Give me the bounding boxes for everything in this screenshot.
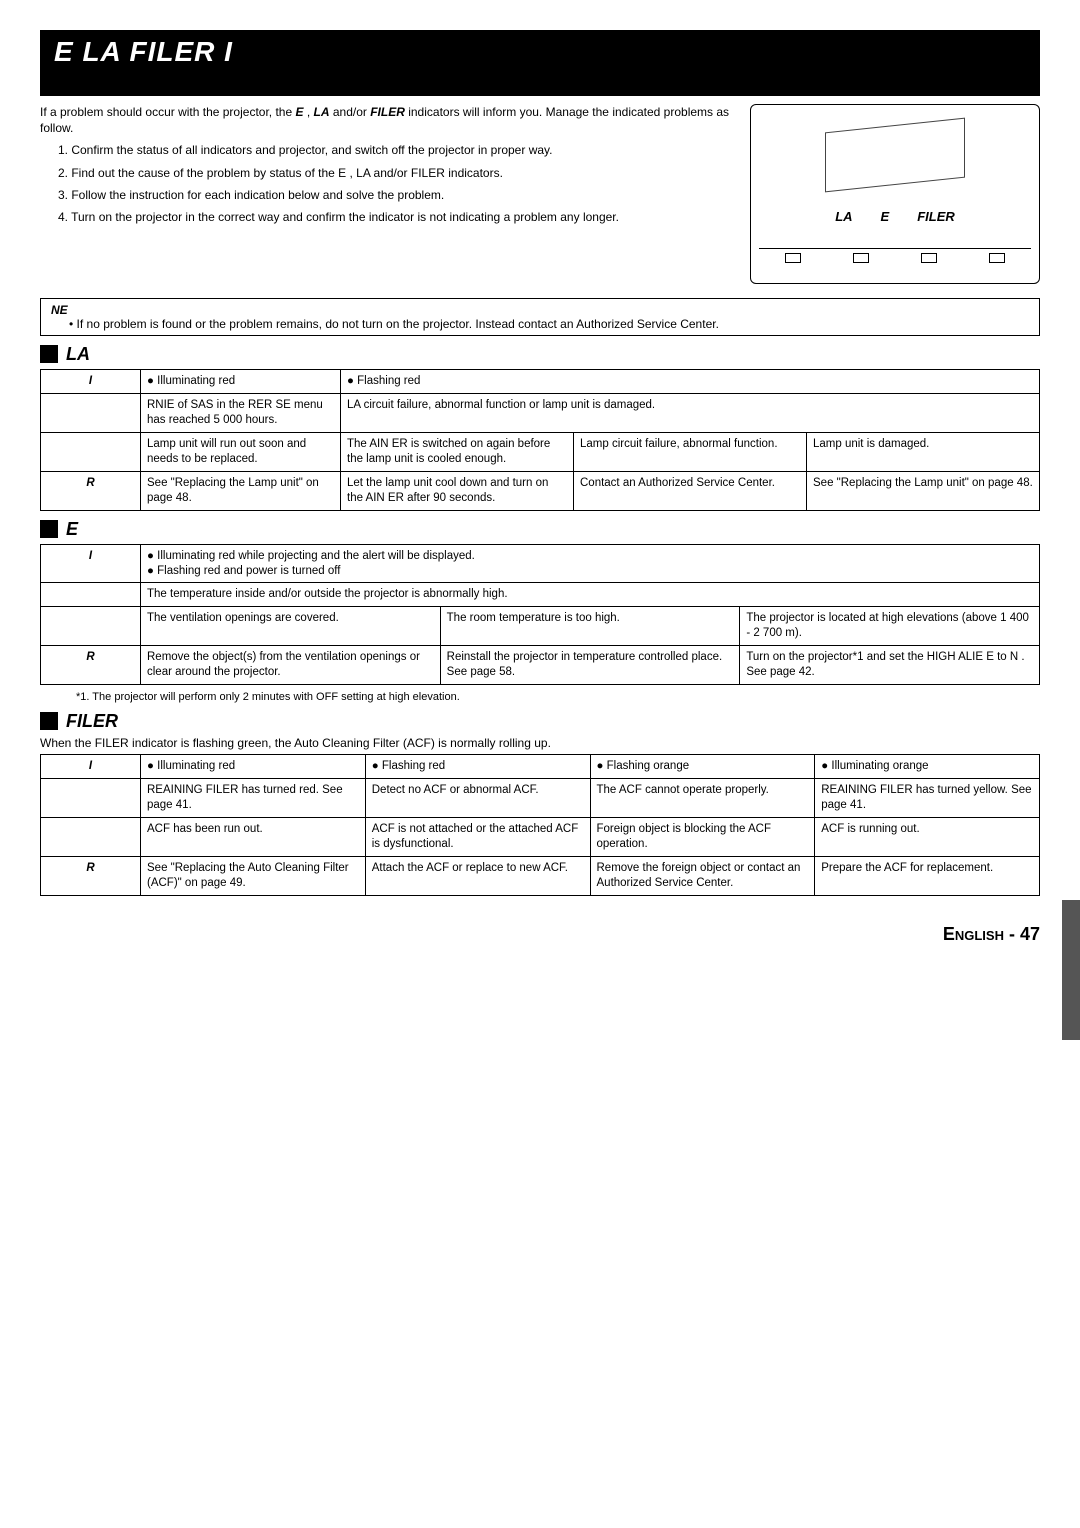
- cell: ● Illuminating red: [141, 370, 341, 394]
- row-label-remedy: R: [41, 471, 141, 510]
- projector-sketch: [825, 118, 965, 193]
- sep: and/or: [333, 105, 370, 119]
- cell: Attach the ACF or replace to new ACF.: [365, 856, 590, 895]
- table-row: R See "Replacing the Auto Cleaning Filte…: [41, 856, 1040, 895]
- cell: LA circuit failure, abnormal function or…: [341, 393, 1040, 432]
- cell: The ACF cannot operate properly.: [590, 779, 815, 818]
- page-footer: English - 47: [40, 924, 1040, 945]
- cell: ● Flashing orange: [590, 755, 815, 779]
- temp-table: I ● Illuminating red while projecting an…: [40, 544, 1040, 686]
- table-row: R See "Replacing the Lamp unit" on page …: [41, 471, 1040, 510]
- cell: Lamp unit is damaged.: [807, 432, 1040, 471]
- cell: Foreign object is blocking the ACF opera…: [590, 817, 815, 856]
- intro-p1a: If a problem should occur with the proje…: [40, 105, 295, 119]
- table-row: The ventilation openings are covered. Th…: [41, 607, 1040, 646]
- cell: See "Replacing the Lamp unit" on page 48…: [807, 471, 1040, 510]
- indicator-icon: [989, 253, 1005, 263]
- diagram-label-filer: FILER: [917, 209, 955, 224]
- cell: See "Replacing the Auto Cleaning Filter …: [141, 856, 366, 895]
- note-body: • If no problem is found or the problem …: [69, 317, 1029, 331]
- filter-table: I ● Illuminating red ● Flashing red ● Fl…: [40, 754, 1040, 896]
- section-heading-filter: FILER: [40, 711, 1040, 732]
- table-row: I ● Illuminating red ● Flashing red: [41, 370, 1040, 394]
- diagram-labels: LA E FILER: [835, 209, 955, 224]
- intro-step-1: 1. Confirm the status of all indicators …: [58, 142, 730, 158]
- intro-text: If a problem should occur with the proje…: [40, 104, 730, 284]
- cell: REAINING FILER has turned red. See page …: [141, 779, 366, 818]
- intro-paragraph: If a problem should occur with the proje…: [40, 104, 730, 136]
- side-tab: [1062, 900, 1080, 1040]
- intro-var-e: E: [295, 105, 303, 119]
- cell: RNIE of SAS in the RER SE menu has reach…: [141, 393, 341, 432]
- cell: Lamp unit will run out soon and needs to…: [141, 432, 341, 471]
- intro-row: If a problem should occur with the proje…: [40, 104, 1040, 284]
- table-row: ACF has been run out. ACF is not attache…: [41, 817, 1040, 856]
- intro-var-la: LA: [314, 105, 330, 119]
- indicator-diagram: LA E FILER: [750, 104, 1040, 284]
- cell: ● Flashing red: [341, 370, 1040, 394]
- cell: Remove the foreign object or contact an …: [590, 856, 815, 895]
- cell: The room temperature is too high.: [440, 607, 740, 646]
- cell: Let the lamp unit cool down and turn on …: [341, 471, 574, 510]
- section-heading-lamp: LA: [40, 344, 1040, 365]
- row-label-indicator: I: [41, 544, 141, 583]
- table-row: I ● Illuminating red ● Flashing red ● Fl…: [41, 755, 1040, 779]
- cell: Lamp circuit failure, abnormal function.: [574, 432, 807, 471]
- table-row: The temperature inside and/or outside th…: [41, 583, 1040, 607]
- cell: Contact an Authorized Service Center.: [574, 471, 807, 510]
- filter-subtitle: When the FILER indicator is flashing gre…: [40, 736, 1040, 750]
- row-label-indicator: I: [41, 755, 141, 779]
- page-title: E LA FILER I: [54, 36, 233, 67]
- page-title-bar: E LA FILER I: [40, 30, 1040, 96]
- note-title: NE: [51, 303, 1029, 317]
- table-row: I ● Illuminating red while projecting an…: [41, 544, 1040, 583]
- cell: ● Illuminating orange: [815, 755, 1040, 779]
- lamp-table: I ● Illuminating red ● Flashing red RNIE…: [40, 369, 1040, 511]
- diagram-label-la: LA: [835, 209, 852, 224]
- table-row: REAINING FILER has turned red. See page …: [41, 779, 1040, 818]
- diagram-indicator-row: [759, 248, 1031, 263]
- cell: See "Replacing the Lamp unit" on page 48…: [141, 471, 341, 510]
- cell: ● Flashing red: [365, 755, 590, 779]
- cell: ACF is not attached or the attached ACF …: [365, 817, 590, 856]
- intro-step-3: 3. Follow the instruction for each indic…: [58, 187, 730, 203]
- cell: REAINING FILER has turned yellow. See pa…: [815, 779, 1040, 818]
- intro-step-4: 4. Turn on the projector in the correct …: [58, 209, 730, 225]
- intro-var-filer: FILER: [370, 105, 405, 119]
- row-label: [41, 779, 141, 818]
- indicator-icon: [921, 253, 937, 263]
- table-row: Lamp unit will run out soon and needs to…: [41, 432, 1040, 471]
- cell: The ventilation openings are covered.: [141, 607, 441, 646]
- section-heading-temp: E: [40, 519, 1040, 540]
- row-label: [41, 817, 141, 856]
- temp-footnote: *1. The projector will perform only 2 mi…: [76, 691, 1040, 703]
- table-row: RNIE of SAS in the RER SE menu has reach…: [41, 393, 1040, 432]
- row-label: [41, 607, 141, 646]
- row-label: [41, 432, 141, 471]
- cell: The temperature inside and/or outside th…: [141, 583, 1040, 607]
- row-label-remedy: R: [41, 856, 141, 895]
- table-row: R Remove the object(s) from the ventilat…: [41, 646, 1040, 685]
- diagram-label-e: E: [881, 209, 890, 224]
- indicator-icon: [785, 253, 801, 263]
- row-label-remedy: R: [41, 646, 141, 685]
- row-label-indicator: I: [41, 370, 141, 394]
- cell: The projector is located at high elevati…: [740, 607, 1040, 646]
- cell: ● Illuminating red while projecting and …: [141, 544, 1040, 583]
- sep: ,: [307, 105, 314, 119]
- cell: ACF has been run out.: [141, 817, 366, 856]
- cell: Prepare the ACF for replacement.: [815, 856, 1040, 895]
- cell: Turn on the projector*1 and set the HIGH…: [740, 646, 1040, 685]
- row-label: [41, 393, 141, 432]
- cell: Reinstall the projector in temperature c…: [440, 646, 740, 685]
- cell: Remove the object(s) from the ventilatio…: [141, 646, 441, 685]
- cell: ACF is running out.: [815, 817, 1040, 856]
- cell: Detect no ACF or abnormal ACF.: [365, 779, 590, 818]
- cell: ● Illuminating red: [141, 755, 366, 779]
- row-label: [41, 583, 141, 607]
- cell: The AIN ER is switched on again before t…: [341, 432, 574, 471]
- note-box: NE • If no problem is found or the probl…: [40, 298, 1040, 336]
- indicator-icon: [853, 253, 869, 263]
- intro-step-2: 2. Find out the cause of the problem by …: [58, 165, 730, 181]
